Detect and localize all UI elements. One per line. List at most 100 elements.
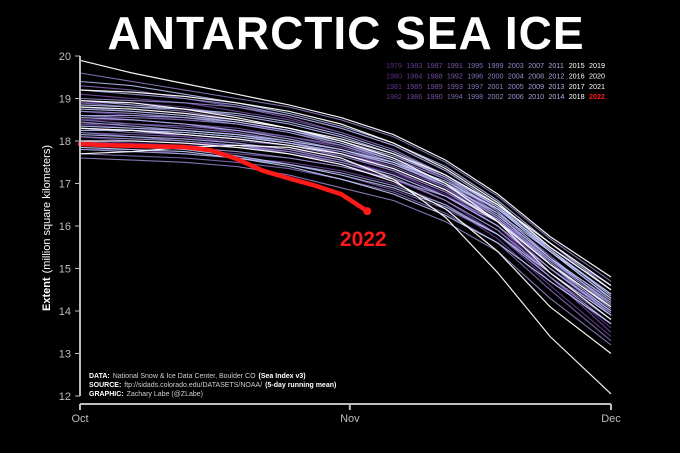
- legend-year: 1987: [427, 61, 443, 70]
- y-axis-ticks: 12 13 14 15 16 17 18 19 20: [59, 51, 80, 403]
- history-line: [79, 136, 612, 316]
- history-line: [79, 89, 612, 291]
- legend-year: 1982: [386, 92, 402, 101]
- legend-year: 1988: [427, 71, 443, 80]
- history-line: [79, 131, 612, 303]
- credit-source-extra: (5-day running mean): [265, 382, 336, 389]
- history-line: [79, 102, 612, 316]
- legend-year: 1990: [427, 92, 443, 101]
- legend-year: 2000: [488, 71, 504, 80]
- history-line: [79, 125, 612, 299]
- credits: DATA: National Snow & Ice Data Center, Bo…: [89, 373, 336, 398]
- y-tick-label: 12: [59, 391, 71, 403]
- legend-year: 1981: [386, 82, 402, 91]
- legend-year: 2017: [569, 82, 585, 91]
- history-line: [79, 104, 612, 297]
- history-line: [79, 72, 612, 282]
- legend-year: 2021: [589, 82, 605, 91]
- credit-data-extra: (Sea Index v3): [259, 373, 306, 380]
- legend-year: 2003: [508, 61, 524, 70]
- legend: 1979 1983 1987 1991 1995 1999 2003 2007 2011 2015…: [386, 61, 605, 101]
- y-tick-label: 20: [59, 51, 71, 63]
- legend-year: 2008: [528, 71, 544, 80]
- legend-year: 2005: [508, 82, 524, 91]
- history-line: [79, 80, 612, 291]
- legend-year: 2018: [569, 92, 585, 101]
- y-tick-label: 17: [59, 179, 71, 191]
- recent-line: [79, 59, 612, 278]
- y-tick-label: 19: [59, 94, 71, 106]
- legend-year: 2013: [548, 82, 564, 91]
- recent-line: [79, 127, 612, 308]
- legend-year: 1980: [386, 71, 402, 80]
- y-tick-label: 15: [59, 264, 71, 276]
- credit-data-key: DATA:: [89, 373, 110, 380]
- svg-text:DATA:National Snow & Ice Data: DATA: National Snow & Ice Data Center, Bo…: [89, 373, 306, 380]
- credit-source-key: SOURCE:: [89, 382, 121, 389]
- legend-year: 2014: [548, 92, 564, 101]
- legend-year: 2011: [548, 61, 563, 70]
- legend-year: 2015: [569, 61, 585, 70]
- legend-year: 1986: [406, 92, 422, 101]
- credit-graphic-key: GRAPHIC:: [89, 391, 124, 398]
- y-tick-label: 16: [59, 221, 71, 233]
- legend-year: 2009: [528, 82, 544, 91]
- legend-year: 2019: [589, 61, 605, 70]
- history-line: [79, 110, 612, 308]
- legend-year: 1994: [447, 92, 463, 101]
- recent-line: [79, 144, 612, 395]
- credit-graphic-value: Zachary Labe (@ZLabe): [127, 391, 203, 398]
- history-line: [79, 134, 612, 314]
- y-tick-label: 18: [59, 136, 71, 148]
- legend-year: 2016: [569, 71, 585, 80]
- line-2022: [77, 141, 370, 214]
- svg-text:GRAPHIC:Zachary Labe (@ZLabe): GRAPHIC: Zachary Labe (@ZLabe): [89, 391, 203, 398]
- axes: Oct Nov Dec: [71, 56, 621, 425]
- x-tick-label: Dec: [601, 413, 621, 425]
- recent-line: [79, 106, 612, 286]
- legend-year: 1999: [488, 61, 504, 70]
- legend-year: 1993: [447, 82, 463, 91]
- chart-title: ANTARCTIC SEA ICE: [108, 7, 585, 59]
- legend-year: 1983: [406, 61, 422, 70]
- legend-year: 2002: [488, 92, 504, 101]
- recent-line: [79, 100, 612, 320]
- y-tick-label: 13: [59, 349, 71, 361]
- credit-source-value: ftp://sidads.colorado.edu/DATASETS/NOAA/: [124, 382, 262, 389]
- legend-year: 1992: [447, 71, 463, 80]
- legend-year: 1979: [386, 61, 402, 70]
- legend-year: 2004: [508, 71, 524, 80]
- credit-data-value: National Snow & Ice Data Center, Boulder…: [113, 373, 256, 380]
- history-line: [79, 157, 612, 346]
- x-tick-label: Nov: [340, 413, 360, 425]
- x-tick-label: Oct: [71, 413, 88, 425]
- legend-year: 2007: [528, 61, 544, 70]
- label-2022: 2022: [340, 228, 387, 251]
- legend-year: 2006: [508, 92, 524, 101]
- historical-lines: [79, 72, 612, 346]
- legend-year: 2012: [548, 71, 564, 80]
- legend-year: 1997: [467, 82, 483, 91]
- legend-year: 1984: [406, 71, 422, 80]
- y-tick-label: 14: [59, 306, 71, 318]
- history-line: [79, 100, 612, 306]
- legend-year: 1989: [427, 82, 443, 91]
- legend-year: 1998: [467, 92, 483, 101]
- legend-year: 2010: [528, 92, 544, 101]
- svg-text:SOURCE:ftp://sidads.colorado.e: SOURCE: ftp://sidads.colorado.edu/DATASET…: [89, 382, 336, 389]
- legend-year: 2022: [589, 92, 605, 101]
- highlight-2022: 2022: [77, 141, 387, 251]
- recent-line: [80, 140, 612, 354]
- legend-year: 2001: [488, 82, 504, 91]
- legend-year: 1995: [467, 61, 483, 70]
- history-line: [79, 146, 612, 325]
- y-axis-label: Extent(million square kilometers): [41, 145, 53, 311]
- legend-year: 2020: [589, 71, 605, 80]
- legend-year: 1996: [467, 71, 483, 80]
- endpoint-2022: [363, 207, 372, 216]
- history-line: [79, 108, 612, 301]
- legend-year: 1991: [447, 61, 463, 70]
- history-line: [79, 148, 612, 325]
- history-line: [80, 148, 612, 337]
